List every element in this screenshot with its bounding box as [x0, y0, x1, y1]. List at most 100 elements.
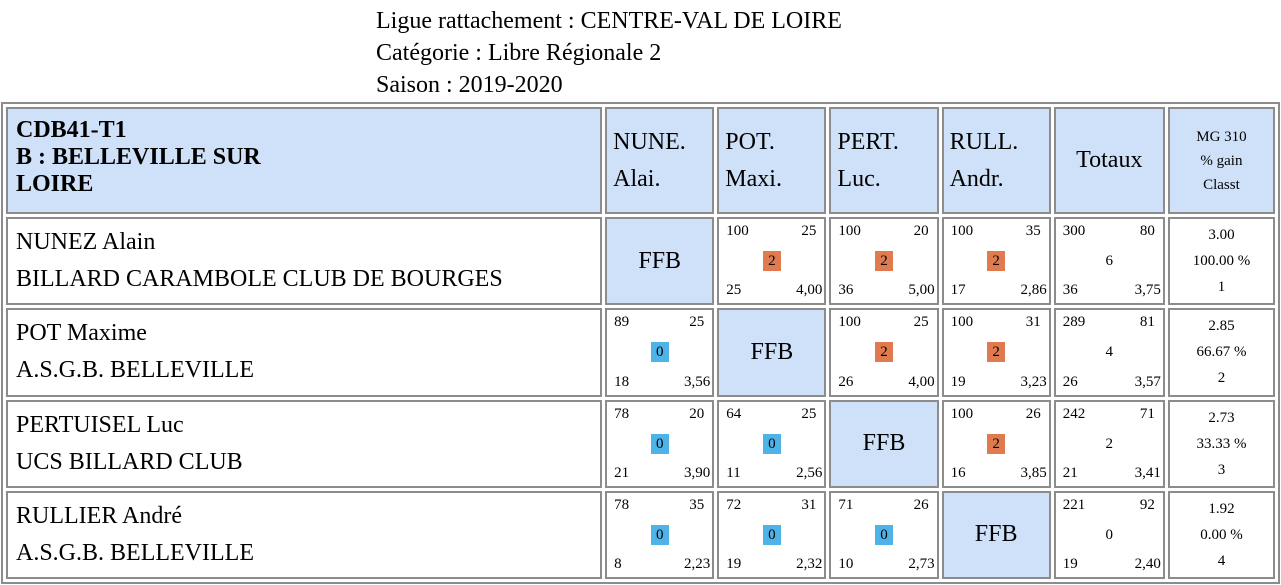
match-cell: 100 25 2 25 4,00 [717, 217, 827, 306]
ffb-cell: FFB [717, 308, 827, 397]
page-header: Ligue rattachement : CENTRE-VAL DE LOIRE… [376, 5, 842, 101]
innings: 19 [950, 373, 966, 390]
total-match-points: 6 [1105, 253, 1114, 270]
total-series: 81 [1139, 314, 1155, 331]
player-club: BILLARD CARAMBOLE CLUB DE BOURGES [16, 266, 503, 293]
series: 25 [801, 405, 817, 422]
player-row-pertuisel: PERTUISEL Luc UCS BILLARD CLUB 78 20 0 2… [6, 399, 1275, 488]
ligue-line: Ligue rattachement : CENTRE-VAL DE LOIRE [376, 8, 842, 34]
match-cell: 100 31 2 19 3,23 [941, 308, 1051, 397]
mg-classt: 4 [1217, 552, 1226, 569]
mg-cell: 2.73 33.33 % 3 [1167, 399, 1275, 488]
series: 31 [801, 496, 817, 513]
match-cell: 89 25 0 18 3,56 [605, 308, 715, 397]
player-club: A.S.G.B. BELLEVILLE [16, 539, 254, 566]
player-name: PERTUISEL Luc [16, 411, 184, 438]
team-cell: CDB41-T1 B : BELLEVILLE SUR LOIRE [6, 107, 603, 214]
average: 3,90 [684, 464, 711, 481]
player-cell: POT Maxime A.S.G.B. BELLEVILLE [6, 308, 603, 397]
average: 3,56 [684, 373, 711, 390]
mg-moyenne: 3.00 [1208, 227, 1235, 244]
total-series: 80 [1139, 223, 1155, 239]
col-head-firstname: Luc. [837, 165, 881, 192]
total-innings: 21 [1062, 464, 1078, 481]
col-head-name: POT. [725, 128, 775, 155]
match-cell: 100 26 2 16 3,85 [941, 399, 1051, 488]
player-club: A.S.G.B. BELLEVILLE [16, 357, 254, 384]
series: 26 [913, 496, 929, 513]
innings: 18 [614, 373, 630, 390]
average: 2,86 [1020, 282, 1047, 299]
mg-pct: 100.00 % [1192, 253, 1251, 270]
points-made: 100 [726, 223, 749, 239]
col-head-name: NUNE. [613, 128, 686, 155]
total-points: 300 [1062, 223, 1086, 239]
match-points-badge: 0 [650, 342, 669, 363]
ffb-cell: FFB [829, 399, 939, 488]
mg-pct: 0.00 % [1200, 526, 1243, 543]
player-row-rullier: RULLIER André A.S.G.B. BELLEVILLE 78 35 … [6, 490, 1275, 579]
points-made: 100 [838, 223, 861, 239]
series: 25 [689, 314, 705, 331]
mg-pct: 33.33 % [1196, 435, 1247, 452]
mg-moyenne: 2.85 [1208, 318, 1235, 335]
mg-cell: 2.85 66.67 % 2 [1167, 308, 1275, 397]
series: 35 [689, 496, 705, 513]
match-points-badge: 0 [762, 433, 781, 454]
mg-head: MG 310 % gain Classt [1167, 107, 1275, 214]
series: 25 [913, 314, 929, 331]
total-average: 3,41 [1134, 464, 1161, 481]
total-points: 289 [1062, 314, 1086, 331]
match-cell: 100 25 2 26 4,00 [829, 308, 939, 397]
match-points-badge: 2 [987, 342, 1006, 363]
series: 26 [1025, 405, 1041, 422]
innings: 26 [838, 373, 854, 390]
header-row: CDB41-T1 B : BELLEVILLE SUR LOIRE NUNE. … [6, 107, 1275, 214]
categorie-line: Catégorie : Libre Régionale 2 [376, 40, 662, 66]
col-head-firstname: Maxi. [725, 165, 782, 192]
team-name-line1: B : BELLEVILLE SUR [16, 144, 261, 170]
match-cell: 72 31 0 19 2,32 [717, 490, 827, 579]
match-points-badge: 0 [762, 524, 781, 545]
match-points-badge: 2 [987, 251, 1006, 272]
total-points: 242 [1062, 405, 1086, 422]
total-innings: 26 [1062, 373, 1078, 390]
innings: 11 [726, 464, 741, 481]
mg-head-moyenne: MG 310 [1196, 128, 1247, 145]
mg-cell: 1.92 0.00 % 4 [1167, 490, 1275, 579]
innings: 19 [726, 556, 742, 572]
series: 20 [689, 405, 705, 422]
player-cell: PERTUISEL Luc UCS BILLARD CLUB [6, 399, 603, 488]
match-cell: 78 35 0 8 2,23 [605, 490, 715, 579]
player-club: UCS BILLARD CLUB [16, 448, 243, 475]
mg-pct: 66.67 % [1196, 344, 1247, 361]
total-cell: 242 71 2 21 3,41 [1053, 399, 1165, 488]
player-name: NUNEZ Alain [16, 229, 156, 256]
mg-moyenne: 2.73 [1208, 409, 1235, 426]
totaux-head: Totaux [1053, 107, 1165, 214]
points-made: 72 [726, 496, 742, 513]
mg-classt: 2 [1217, 370, 1226, 387]
col-head-name: PERT. [837, 128, 899, 155]
col-head-nune: NUNE. Alai. [605, 107, 715, 214]
team-code: CDB41-T1 [16, 117, 127, 143]
col-head-firstname: Andr. [949, 165, 1004, 192]
total-average: 2,40 [1134, 556, 1161, 572]
average: 2,32 [796, 556, 823, 572]
total-match-points: 0 [1105, 526, 1114, 543]
average: 3,85 [1020, 464, 1047, 481]
player-row-pot: POT Maxime A.S.G.B. BELLEVILLE 89 25 0 1… [6, 308, 1275, 397]
match-cell: 100 20 2 36 5,00 [829, 217, 939, 306]
total-cell: 289 81 4 26 3,57 [1053, 308, 1165, 397]
series: 25 [801, 223, 817, 239]
results-table: CDB41-T1 B : BELLEVILLE SUR LOIRE NUNE. … [1, 102, 1280, 584]
match-points-badge: 2 [762, 251, 781, 272]
innings: 16 [950, 464, 966, 481]
col-head-name: RULL. [949, 128, 1019, 155]
match-points-badge: 0 [650, 524, 669, 545]
series: 31 [1025, 314, 1041, 331]
match-cell: 64 25 0 11 2,56 [717, 399, 827, 488]
match-points-badge: 2 [874, 342, 893, 363]
points-made: 100 [950, 314, 974, 331]
match-points-badge: 2 [987, 433, 1006, 454]
